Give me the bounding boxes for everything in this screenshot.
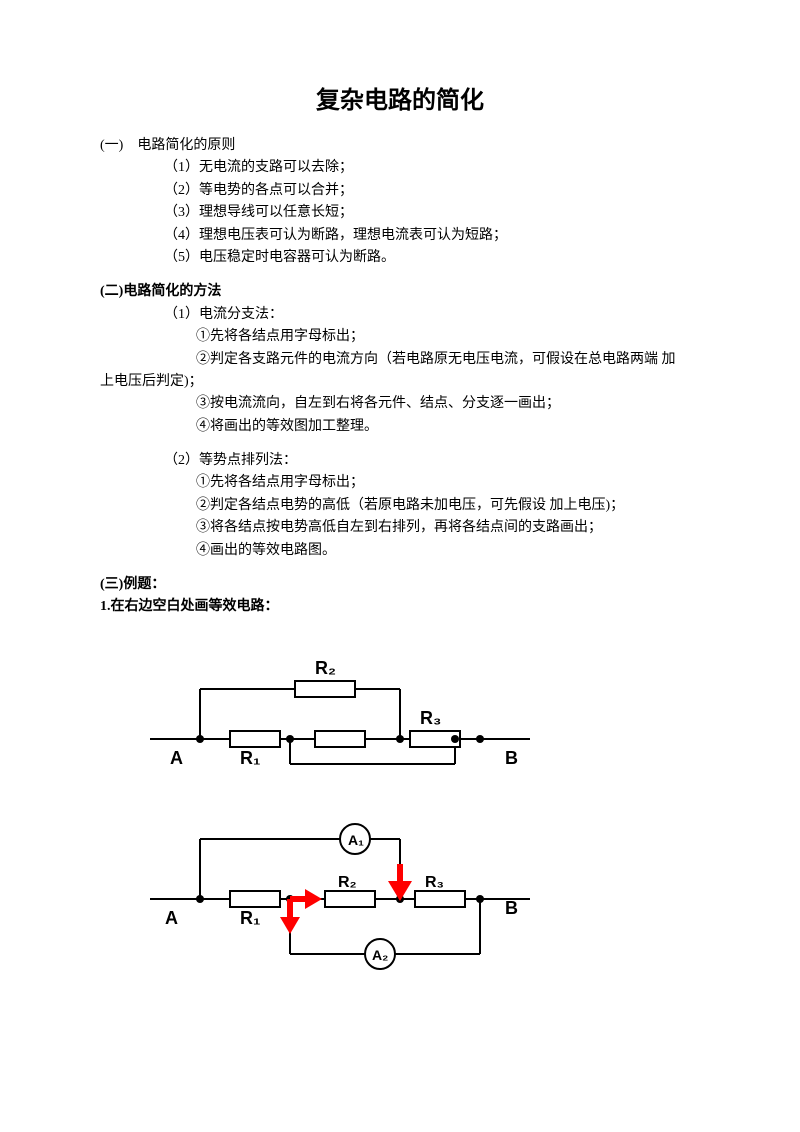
s1-item: （5）电压稳定时电容器可认为断路。 [100, 247, 700, 269]
label-A: A [165, 908, 178, 928]
page-title: 复杂电路的简化 [100, 80, 700, 115]
section1-head: (一) 电路简化的原则 [100, 135, 700, 157]
label-R1: R₁ [240, 748, 260, 768]
s1-item: （1）无电流的支路可以去除； [100, 157, 700, 179]
s2-m2-item: ②判定各结点电势的高低（若原电路未加电压，可先假设 加上电压)； [100, 495, 700, 517]
s2-m2-head: （2）等势点排列法： [100, 450, 700, 472]
s2-m2-item: ④画出的等效电路图。 [100, 540, 700, 562]
section3-head: (三)例题： [100, 574, 700, 596]
label-R2: R₂ [338, 874, 357, 891]
s2-m1-item: ④将画出的等效图加工整理。 [100, 416, 700, 438]
label-A: A [170, 748, 183, 768]
s1-item: （4）理想电压表可认为断路，理想电流表可认为短路； [100, 225, 700, 247]
label-R3: R₃ [425, 874, 444, 891]
label-A2: A₂ [372, 947, 388, 963]
s1-item: （3）理想导线可以任意长短； [100, 202, 700, 224]
s2-m1-head: （1）电流分支法： [100, 304, 700, 326]
label-R1: R₁ [240, 908, 260, 928]
s2-m2-item: ①先将各结点用字母标出； [100, 472, 700, 494]
s2-m2-item: ③将各结点按电势高低自左到右排列，再将各结点间的支路画出； [100, 517, 700, 539]
label-B: B [505, 898, 518, 918]
label-A1: A₁ [348, 832, 364, 848]
section2-head: (二)电路简化的方法 [100, 281, 700, 303]
label-R3: R₃ [420, 708, 441, 728]
s2-m1-item-cont: 上电压后判定)； [100, 371, 700, 393]
s2-m1-item: ①先将各结点用字母标出； [100, 326, 700, 348]
circuit-diagram-2: A B R₁ R₂ R₃ A₁ A₂ [140, 809, 540, 979]
s2-m1-item: ②判定各支路元件的电流方向（若电路原无电压电流，可假设在总电路两端 加 [100, 349, 700, 371]
s1-item: （2）等电势的各点可以合并； [100, 180, 700, 202]
s2-m1-item: ③按电流流向，自左到右将各元件、结点、分支逐一画出； [100, 393, 700, 415]
s3-q1: 1.在右边空白处画等效电路： [100, 596, 700, 618]
circuit-diagram-1: A B R₁ R₂ R₃ [140, 649, 540, 779]
label-B: B [505, 748, 518, 768]
label-R2: R₂ [315, 658, 336, 678]
